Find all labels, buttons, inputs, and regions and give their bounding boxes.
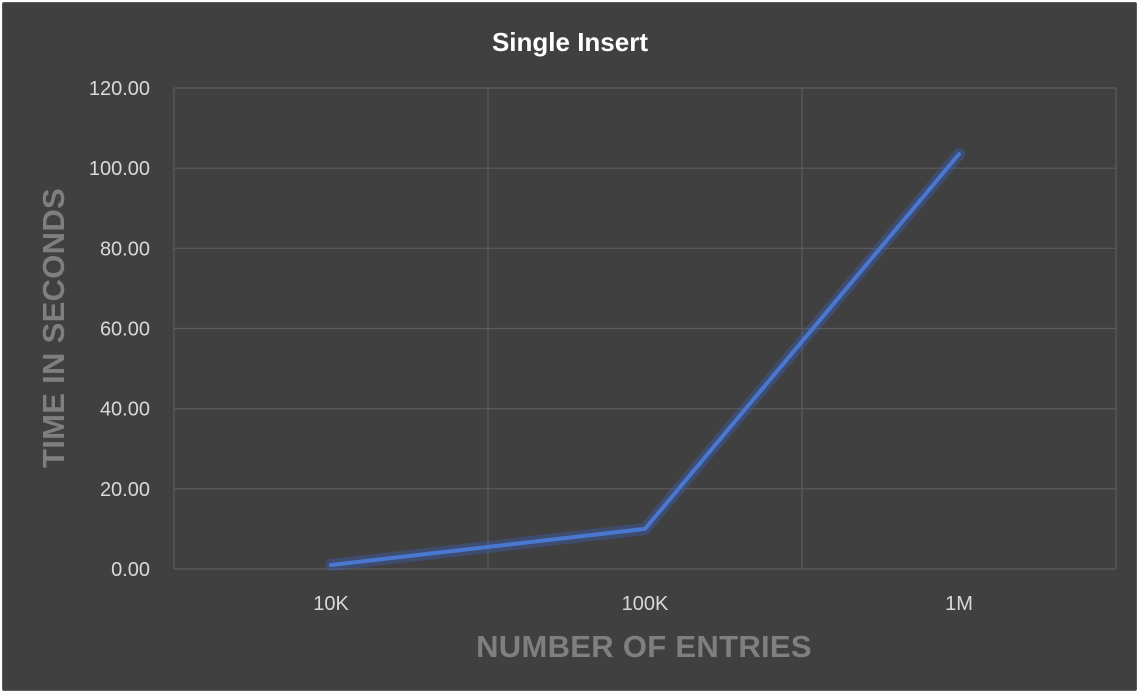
- y-axis-title: TIME IN SECONDS: [36, 188, 71, 468]
- x-axis-tick-labels: 10K 100K 1M: [313, 593, 973, 615]
- x-tick-label: 100K: [622, 593, 669, 615]
- y-tick-label: 120.00: [89, 78, 150, 100]
- y-tick-label: 40.00: [100, 399, 150, 421]
- y-tick-label: 60.00: [100, 319, 150, 341]
- x-tick-label: 10K: [313, 593, 349, 615]
- series-layer: [325, 148, 965, 571]
- gridlines: [173, 87, 1117, 570]
- series-line: [329, 152, 961, 567]
- chart-title: Single Insert: [492, 27, 648, 57]
- y-tick-label: 20.00: [100, 479, 150, 501]
- y-tick-label: 0.00: [111, 559, 150, 581]
- y-axis-tick-labels: 0.00 20.00 40.00 60.00 80.00 100.00 120.00: [89, 78, 150, 581]
- x-axis-title: NUMBER OF ENTRIES: [476, 629, 812, 664]
- y-tick-label: 80.00: [100, 238, 150, 260]
- x-tick-label: 1M: [945, 593, 973, 615]
- y-tick-label: 100.00: [89, 158, 150, 180]
- series-line-glow: [325, 148, 965, 571]
